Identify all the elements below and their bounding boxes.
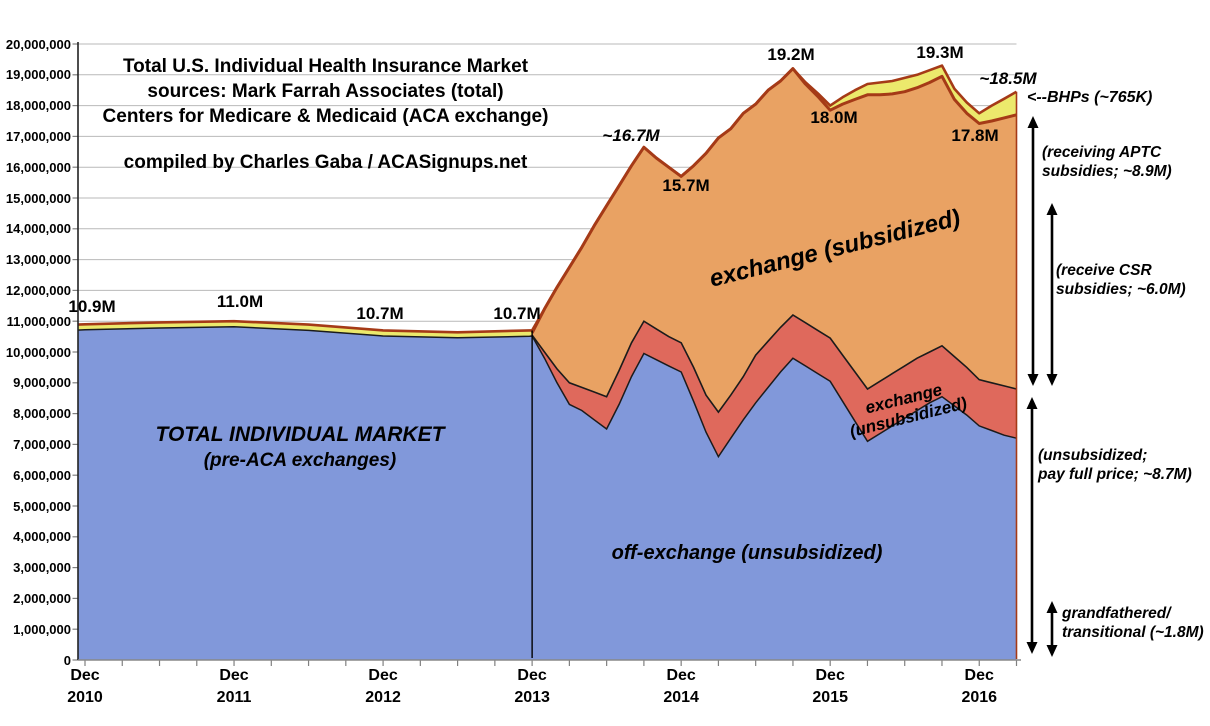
y-axis-label: 3,000,000 (13, 560, 71, 576)
y-axis-label: 8,000,000 (13, 406, 71, 422)
y-axis-label: 7,000,000 (13, 436, 71, 452)
y-axis-label: 18,000,000 (5, 98, 71, 114)
data-point-label: 10.9M (68, 297, 116, 316)
area-off-exchange-unsubsidized (77, 326, 1017, 660)
chart-source-line-2: Centers for Medicare & Medicaid (ACA exc… (102, 106, 549, 127)
area-exchange-unsubsidized (77, 315, 1017, 457)
area-exchange-subsidized (77, 68, 1017, 413)
x-axis-label: Dec 2011 (216, 667, 252, 706)
line-exchange-unsubsidized-top (531, 313, 1017, 414)
y-axis-label: 1,000,000 (13, 621, 71, 637)
y-axis-label: 17,000,000 (5, 128, 71, 144)
data-point-label: 10.7M (356, 304, 404, 323)
chart-title-block: Total U.S. Individual Health Insurance M… (88, 54, 563, 175)
y-axis-label: 11,000,000 (6, 313, 71, 329)
y-axis-label: 12,000,000 (5, 282, 71, 298)
range-arrow-head-down (1026, 642, 1038, 654)
range-arrow-head-down (1027, 374, 1039, 386)
y-axis-label: 14,000,000 (5, 221, 71, 237)
range-arrow-head-up (1026, 397, 1038, 409)
x-axis-label: Dec 2015 (812, 667, 848, 706)
y-axis-label: 13,000,000 (5, 252, 71, 268)
annotation-csr-subsidies: (receive CSR subsidies; ~6.0M) (1056, 262, 1186, 298)
data-point-label: 10.7M (493, 304, 541, 323)
x-axis-label: Dec 2016 (961, 667, 998, 706)
range-arrow-head-up (1027, 116, 1039, 128)
range-arrow-head-down (1046, 645, 1058, 657)
region-label-total-individual-market: TOTAL INDIVIDUAL MARKET (155, 423, 445, 446)
region-label-pre-aca-exchanges: (pre-ACA exchanges) (203, 450, 397, 471)
data-point-label: 15.7M (662, 176, 710, 195)
annotation-aptc-subsidies: (receiving APTC subsidies; ~8.9M) (1042, 144, 1172, 180)
chart-credit: compiled by Charles Gaba / ACASignups.ne… (123, 152, 528, 173)
range-arrow-head-up (1046, 203, 1058, 215)
y-axis-label: 20,000,000 (5, 36, 71, 52)
y-axis-label: 0 (63, 652, 71, 668)
y-axis-label: 10,000,000 (5, 344, 71, 360)
y-axis-label: 2,000,000 (13, 590, 71, 606)
data-point-label: ~18.5M (979, 69, 1037, 88)
annotation-unsubsidized-full-price: (unsubsidized; pay full price; ~8.7M) (1038, 447, 1192, 483)
data-point-label: 11.0M (216, 292, 264, 311)
x-axis-label: Dec 2014 (663, 667, 699, 706)
data-point-label: ~16.7M (602, 126, 660, 145)
y-axis-label: 19,000,000 (5, 67, 71, 83)
y-axis-label: 4,000,000 (13, 529, 71, 545)
y-axis-label: 9,000,000 (13, 375, 71, 391)
chart-title: Total U.S. Individual Health Insurance M… (122, 56, 529, 77)
y-axis-label: 16,000,000 (5, 159, 71, 175)
data-point-label: 19.2M (767, 45, 815, 64)
range-arrow-head-down (1046, 374, 1058, 386)
data-point-label: 19.3M (916, 43, 964, 62)
x-axis-label: Dec 2012 (365, 667, 401, 706)
line-total-market-top (77, 64, 1018, 334)
data-point-label: 18.0M (810, 108, 858, 127)
y-axis-label: 15,000,000 (5, 190, 71, 206)
range-arrow-head-up (1046, 601, 1058, 613)
x-axis-label: Dec 2010 (67, 667, 103, 706)
x-axis-label: Dec 2013 (514, 667, 550, 706)
y-axis-label: 5,000,000 (13, 498, 71, 514)
annotation-grandfathered-transitional: grandfathered/ transitional (~1.8M) (1062, 605, 1204, 641)
y-axis-label: 6,000,000 (13, 467, 71, 483)
chart-source-line-1: sources: Mark Farrah Associates (total) (147, 81, 504, 102)
data-point-label: 17.8M (951, 126, 999, 145)
region-label-off-exchange: off-exchange (unsubsidized) (611, 542, 883, 564)
annotation-bhps: <--BHPs (~765K) (1027, 89, 1153, 106)
